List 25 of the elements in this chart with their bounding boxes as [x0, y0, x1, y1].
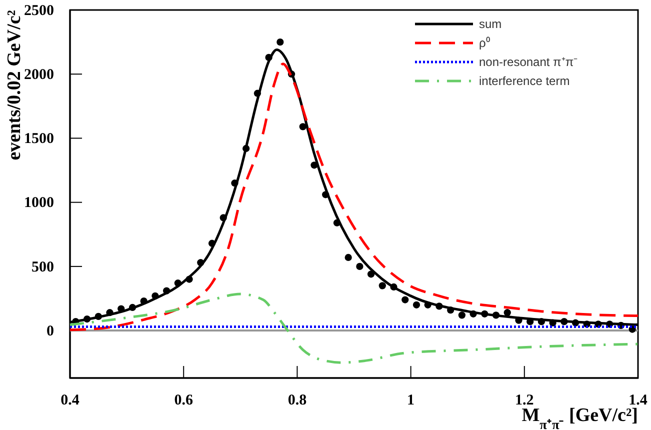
y-tick-label: 500	[32, 259, 54, 276]
y-tick-label: 2000	[24, 66, 54, 83]
legend-label: interference term	[479, 74, 570, 88]
legend-label: ρ⁰	[479, 36, 490, 50]
point	[378, 282, 386, 290]
point	[299, 123, 306, 130]
x-tick-label: 0.8	[288, 392, 307, 409]
x-tick-label: 0.4	[60, 392, 80, 409]
y-tick-label: 2500	[24, 2, 54, 19]
legend-label: non-resonant π⁺π⁻	[479, 55, 578, 69]
point	[412, 301, 420, 308]
point	[504, 309, 511, 316]
point	[458, 312, 466, 319]
y-axis-title: events/0.02 GeV/c²	[4, 10, 25, 160]
x-tick-label: 1	[407, 392, 415, 409]
point	[276, 38, 284, 46]
y-tick-label: 1500	[24, 131, 54, 148]
point	[344, 254, 352, 262]
point	[356, 262, 364, 270]
point	[402, 296, 409, 304]
y-tick-label: 1000	[24, 195, 54, 212]
line-series	[68, 292, 640, 364]
legend-label: sum	[479, 17, 502, 31]
x-tick-label: 0.6	[174, 392, 194, 409]
y-tick-label: 0	[46, 323, 54, 340]
